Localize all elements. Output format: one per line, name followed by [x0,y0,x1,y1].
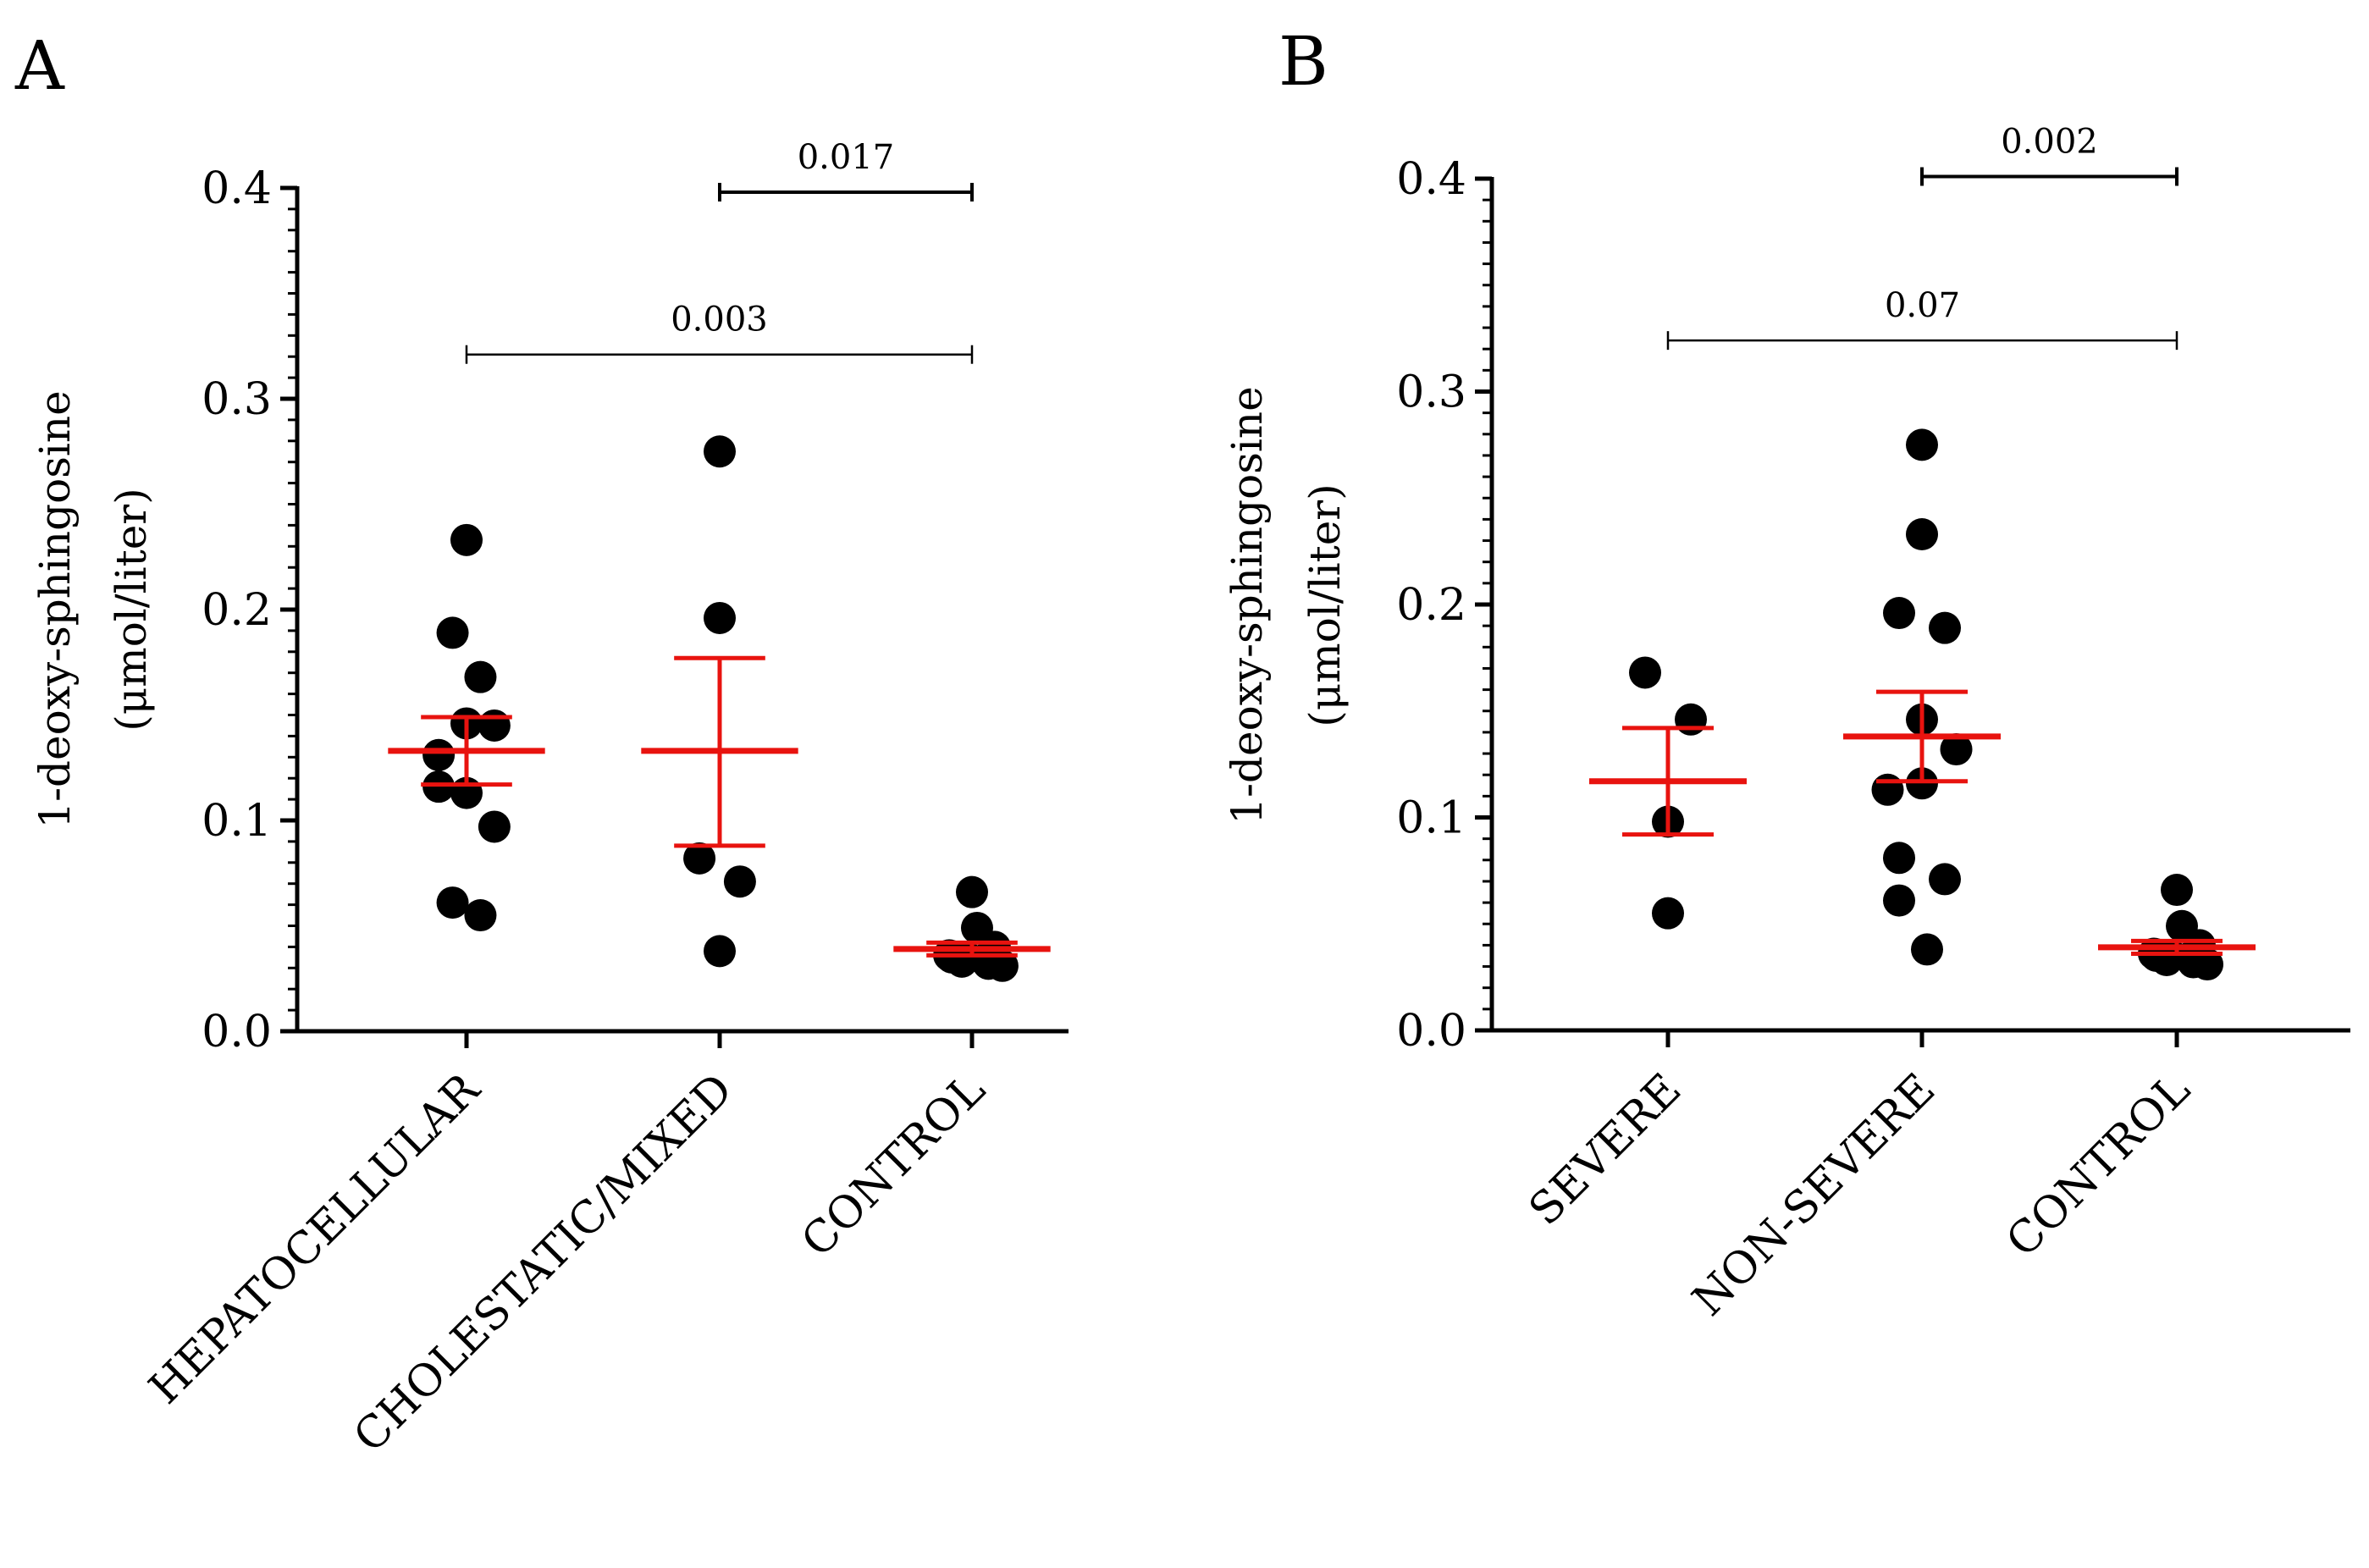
data-point-b [1911,933,1943,966]
data-point-b [1883,597,1915,630]
data-point-a [723,865,756,898]
data-point-b [1629,656,1661,689]
panel-label-b: B [1278,22,1328,101]
x-category-label-a: CONTROL [792,1064,996,1267]
p-value-label-a: 0.017 [798,138,895,177]
p-value-label-a: 0.003 [671,301,768,340]
y-axis-unit-b: (μmol/liter) [1300,483,1350,726]
data-point-b [1675,703,1707,736]
panel-b: B 1-deoxy-sphingosine (μmol/liter) 0.0 0.1 0.… [1223,22,2350,1326]
data-point-b [1940,733,1973,766]
y-tick-label-a: 0.1 [202,796,272,847]
y-axis-title-b: 1-deoxy-sphingosine [1223,386,1272,824]
data-point-a [704,601,736,634]
y-tick-label-a: 0.4 [202,163,272,214]
data-point-a [704,935,736,968]
data-point-a [422,738,456,771]
data-point-a [683,842,716,875]
data-point-a [436,616,469,649]
x-category-label-b: CONTROL [1997,1064,2201,1267]
data-point-a [478,709,511,742]
data-point-b [2161,874,2193,907]
data-point-b [1906,428,1938,461]
data-point-b [1652,897,1684,930]
data-point-a [956,875,988,908]
data-point-b [1883,884,1915,917]
data-point-b [1906,767,1938,800]
data-point-b [1883,842,1915,875]
panel-a: A 1-deoxy-sphingosine (μmol/liter) 0.0 0.1 0.… [14,26,1069,1462]
p-value-label-b: 0.07 [1885,286,1960,325]
y-axis-title-a: 1-deoxy-sphingosine [30,390,80,828]
y-tick-label-b: 0.1 [1396,793,1466,844]
data-point-a [464,899,497,932]
data-point-a [436,886,469,919]
data-point-b [1929,611,1961,644]
y-tick-label-a: 0.2 [202,585,272,636]
data-point-b [1871,773,1904,806]
data-point-a [450,523,483,556]
y-tick-label-b: 0.4 [1396,154,1466,205]
data-point-b [1929,863,1961,896]
y-tick-label-b: 0.3 [1396,367,1466,418]
x-category-label-b: NON-SEVERE [1683,1064,1945,1326]
panel-label-a: A [14,26,65,105]
y-tick-label-b: 0.0 [1396,1006,1466,1057]
y-axis-unit-a: (μmol/liter) [107,488,156,731]
data-point-b [1906,518,1938,551]
data-point-b [2177,946,2210,979]
data-point-a [478,810,511,843]
y-tick-label-b: 0.2 [1396,580,1466,631]
p-value-label-b: 0.002 [2001,122,2098,161]
data-point-a [704,435,736,468]
x-category-label-b: SEVERE [1520,1064,1691,1235]
data-point-a [464,660,497,693]
data-point-a [972,947,1005,980]
y-tick-label-a: 0.0 [202,1007,272,1057]
y-tick-label-a: 0.3 [202,374,272,425]
